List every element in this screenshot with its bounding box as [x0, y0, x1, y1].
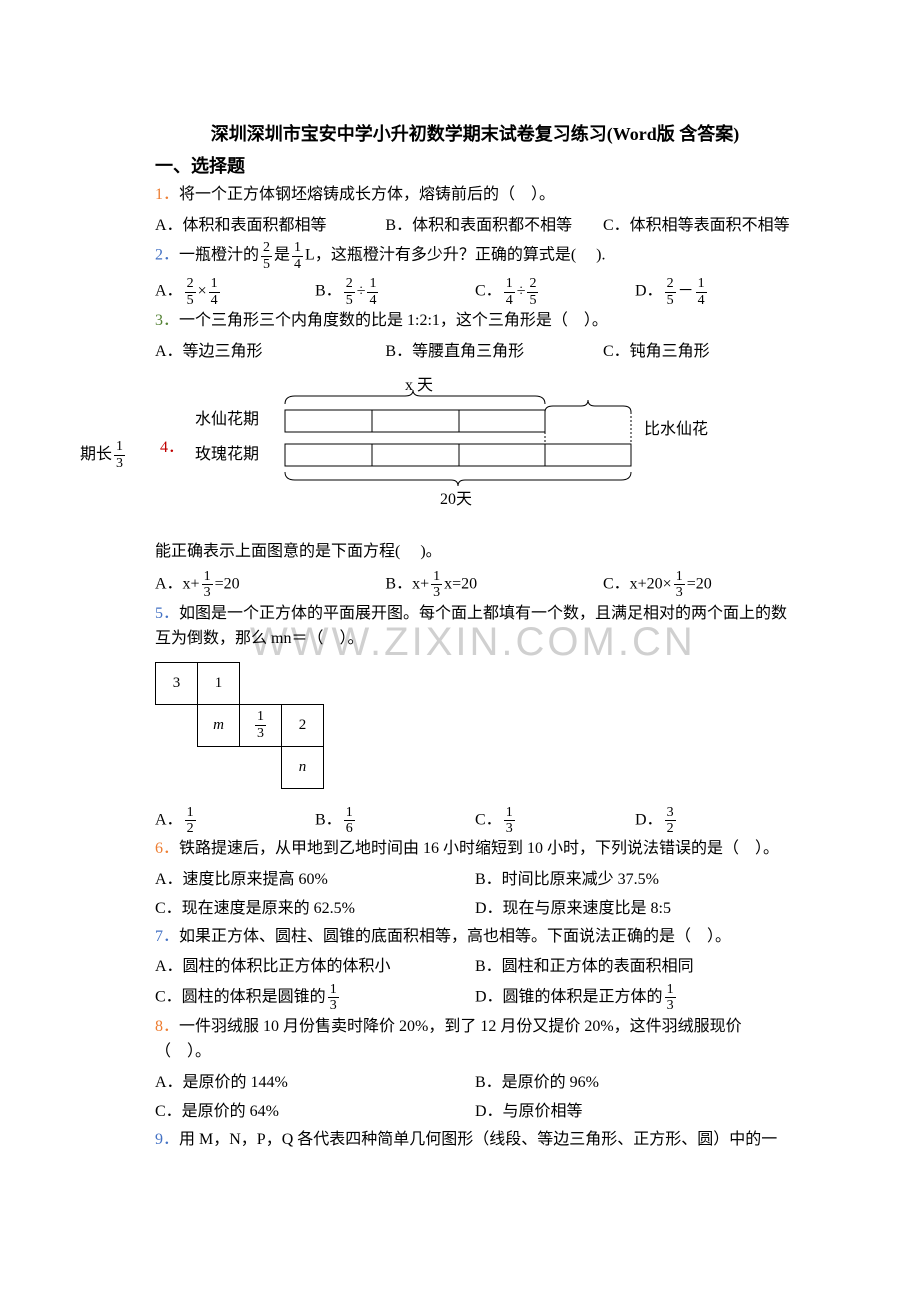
q8-num: 8．: [155, 1018, 179, 1035]
q5-optB: B．16: [315, 805, 475, 837]
q4-diagram: x 天 水仙花期 4． 玫瑰花期 20天 比水仙花期长13: [155, 374, 795, 551]
bracket-bottom-label: 20天: [440, 491, 472, 508]
q5-optA: A．12: [155, 805, 315, 837]
q5-optC: C．13: [475, 805, 635, 837]
q1-optA: A．体积和表面积都相等: [155, 212, 385, 241]
q2-optC: C．14÷25: [475, 276, 635, 308]
q3-text: 一个三角形三个内角度数的比是 1:2:1，这个三角形是（ ）。: [179, 312, 608, 329]
q3-num: 3．: [155, 312, 179, 329]
q2-optA: A．25×14: [155, 276, 315, 308]
q2-optD: D．25－14: [635, 276, 795, 308]
q6-text: 铁路提速后，从甲地到乙地时间由 16 小时缩短到 10 小时，下列说法错误的是（…: [179, 840, 779, 857]
q9-text: 用 M，N，P，Q 各代表四种简单几何图形（线段、等边三角形、正方形、圆）中的一: [179, 1131, 777, 1148]
q3-optB: B．等腰直角三角形: [385, 338, 603, 367]
q2-text-b: 是: [274, 247, 290, 264]
q6-optC: C．现在速度是原来的 62.5%: [155, 895, 475, 924]
net-13: 13: [240, 704, 282, 746]
q4-optC: C．x+20×13=20: [603, 569, 795, 601]
question-8: 8．一件羽绒服 10 月份售卖时降价 20%，到了 12 月份又提价 20%，这…: [155, 1014, 795, 1065]
q4-num: 4．: [160, 439, 184, 456]
q8-options: A．是原价的 144% B．是原价的 96% C．是原价的 64% D．与原价相…: [155, 1069, 795, 1127]
net-1: 1: [198, 662, 240, 704]
q8-optB: B．是原价的 96%: [475, 1069, 795, 1098]
q2-text-c: L，这瓶橙汁有多少升？正确的算式是( ).: [305, 247, 605, 264]
net-m: m: [198, 704, 240, 746]
net-3: 3: [156, 662, 198, 704]
question-5: 5．如图是一个正方体的平面展开图。每个面上都填有一个数，且满足相对的两个面上的数…: [155, 601, 795, 652]
page-title: 深圳深圳市宝安中学小升初数学期末试卷复习练习(Word版 含答案): [155, 120, 795, 146]
q2-frac1: 25: [261, 240, 272, 272]
q2-num: 2．: [155, 247, 179, 264]
q7-num: 7．: [155, 928, 179, 945]
q1-optB: B．体积和表面积都不相等: [385, 212, 603, 241]
question-3: 3．一个三角形三个内角度数的比是 1:2:1，这个三角形是（ ）。: [155, 308, 795, 334]
q7-optD: D．圆锥的体积是正方体的13: [475, 982, 795, 1014]
q8-optC: C．是原价的 64%: [155, 1098, 475, 1127]
q1-text: 将一个正方体钢坯熔铸成长方体，熔铸前后的（ ）。: [179, 186, 555, 203]
q5-optD: D．32: [635, 805, 795, 837]
bracket-row1: 水仙花期: [195, 410, 259, 428]
q2-options: A．25×14 B．25÷14 C．14÷25 D．25－14: [155, 276, 795, 308]
q5-options: A．12 B．16 C．13 D．32: [155, 805, 795, 837]
q4-options: A．x+13=20 B．x+13x=20 C．x+20×13=20: [155, 569, 795, 601]
q6-options: A．速度比原来提高 60% B．时间比原来减少 37.5% C．现在速度是原来的…: [155, 866, 795, 924]
q4-optA: A．x+13=20: [155, 569, 385, 601]
net-2: 2: [282, 704, 324, 746]
q6-num: 6．: [155, 840, 179, 857]
q6-optA: A．速度比原来提高 60%: [155, 866, 475, 895]
q8-text: 一件羽绒服 10 月份售卖时降价 20%，到了 12 月份又提价 20%，这件羽…: [155, 1018, 742, 1061]
q5-num: 5．: [155, 605, 179, 622]
page-content: 深圳深圳市宝安中学小升初数学期末试卷复习练习(Word版 含答案) 一、选择题 …: [155, 120, 795, 1152]
q1-optC: C．体积相等表面积不相等: [603, 212, 795, 241]
section-header: 一、选择题: [155, 152, 795, 178]
q1-options: A．体积和表面积都相等 B．体积和表面积都不相等 C．体积相等表面积不相等: [155, 212, 795, 241]
q4-optB: B．x+13x=20: [385, 569, 603, 601]
q3-optA: A．等边三角形: [155, 338, 385, 367]
q8-optA: A．是原价的 144%: [155, 1069, 475, 1098]
q2-frac2: 14: [292, 240, 303, 272]
q2-text-a: 一瓶橙汁的: [179, 247, 259, 264]
q3-optC: C．钝角三角形: [603, 338, 795, 367]
q7-optB: B．圆柱和正方体的表面积相同: [475, 953, 795, 982]
q3-options: A．等边三角形 B．等腰直角三角形 C．钝角三角形: [155, 338, 795, 367]
question-7: 7．如果正方体、圆柱、圆锥的底面积相等，高也相等。下面说法正确的是（ ）。: [155, 924, 795, 950]
question-6: 6．铁路提速后，从甲地到乙地时间由 16 小时缩短到 10 小时，下列说法错误的…: [155, 836, 795, 862]
net-n: n: [282, 746, 324, 788]
q7-options: A．圆柱的体积比正方体的体积小 B．圆柱和正方体的表面积相同 C．圆柱的体积是圆…: [155, 953, 795, 1014]
cube-net: 3 1 m 13 2 n: [155, 662, 795, 789]
q4-caption: 能正确表示上面图意的是下面方程( )。: [155, 539, 795, 565]
q9-num: 9．: [155, 1131, 179, 1148]
question-2: 2．一瓶橙汁的25是14L，这瓶橙汁有多少升？正确的算式是( ).: [155, 240, 795, 272]
q7-optA: A．圆柱的体积比正方体的体积小: [155, 953, 475, 982]
q5-text: 如图是一个正方体的平面展开图。每个面上都填有一个数，且满足相对的两个面上的数互为…: [155, 605, 787, 648]
q8-optD: D．与原价相等: [475, 1098, 795, 1127]
q7-text: 如果正方体、圆柱、圆锥的底面积相等，高也相等。下面说法正确的是（ ）。: [179, 928, 731, 945]
bracket-svg: x 天 水仙花期 4． 玫瑰花期 20天: [155, 374, 715, 514]
q1-num: 1．: [155, 186, 179, 203]
q2-optB: B．25÷14: [315, 276, 475, 308]
question-1: 1．将一个正方体钢坯熔铸成长方体，熔铸前后的（ ）。: [155, 182, 795, 208]
bracket-top-label: x 天: [405, 377, 433, 394]
q6-optD: D．现在与原来速度比是 8:5: [475, 895, 795, 924]
question-9: 9．用 M，N，P，Q 各代表四种简单几何图形（线段、等边三角形、正方形、圆）中…: [155, 1127, 795, 1153]
q7-optC: C．圆柱的体积是圆锥的13: [155, 982, 475, 1014]
q6-optB: B．时间比原来减少 37.5%: [475, 866, 795, 895]
bracket-row2: 玫瑰花期: [195, 445, 259, 463]
